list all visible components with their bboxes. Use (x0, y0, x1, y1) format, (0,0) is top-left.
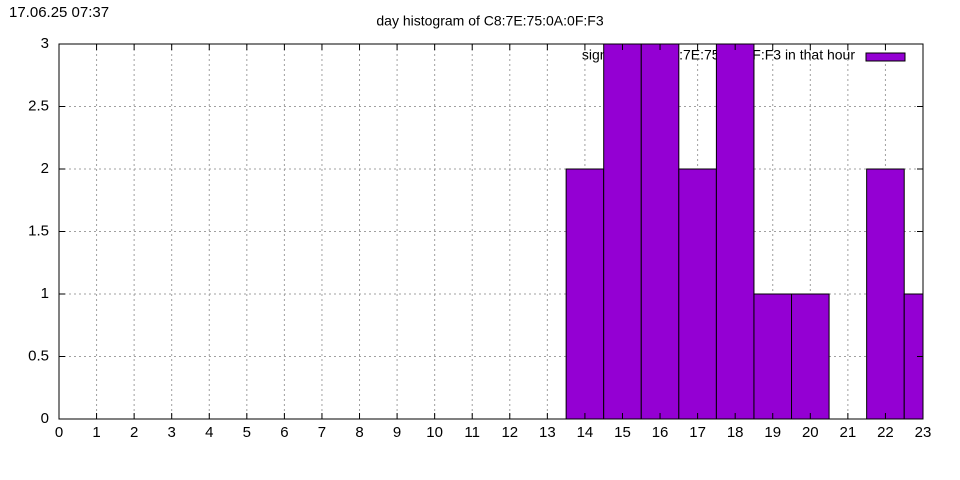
y-tick-label: 2.5 (28, 97, 49, 114)
y-tick-label: 2 (41, 160, 49, 177)
x-tick-label: 2 (130, 424, 138, 441)
x-tick-label: 20 (802, 424, 819, 441)
bar (866, 168, 905, 419)
x-tick-label: 13 (539, 424, 556, 441)
y-tick-label: 1.5 (28, 222, 49, 239)
y-tick-label: 0 (41, 410, 49, 427)
x-tick-label: 16 (652, 424, 669, 441)
x-tick-label: 18 (727, 424, 744, 441)
y-tick-label: 3 (41, 35, 49, 52)
bar (678, 168, 717, 419)
legend-swatch (865, 52, 906, 62)
bar (565, 168, 605, 419)
x-tick-label: 15 (614, 424, 631, 441)
x-tick-label: 9 (393, 424, 401, 441)
x-tick-label: 22 (877, 424, 894, 441)
bar (603, 44, 642, 419)
x-tick-label: 19 (764, 424, 781, 441)
y-tick-label: 1 (41, 285, 49, 302)
bars (565, 44, 923, 419)
x-tick-label: 8 (355, 424, 363, 441)
bar (791, 293, 830, 419)
x-tick-label: 7 (318, 424, 326, 441)
x-tick-label: 4 (205, 424, 213, 441)
x-tick-label: 21 (840, 424, 857, 441)
axes: 00.511.522.530 1 2 3 4 5 6 7 8 9 10 11 12 13 14 15 16 17 1… (28, 35, 931, 441)
y-tick-label: 0.5 (28, 347, 49, 364)
bar (753, 293, 793, 419)
x-tick-label: 11 (464, 424, 480, 441)
plot-border (58, 43, 924, 420)
x-tick-label: 3 (168, 424, 176, 441)
x-tick-label: 6 (280, 424, 288, 441)
x-tick-label: 5 (243, 424, 251, 441)
x-tick-label: 17 (689, 424, 706, 441)
x-tick-label: 12 (501, 424, 518, 441)
chart-title: day histogram of C8:7E:75:0A:0F:F3 (376, 13, 603, 29)
x-tick-label: 1 (92, 424, 100, 441)
timestamp: 17.06.25 07:37 (9, 4, 109, 21)
x-tick-label: 23 (915, 424, 932, 441)
bar (903, 293, 923, 419)
x-tick-label: 10 (426, 424, 443, 441)
x-tick-label: 14 (577, 424, 594, 441)
bar (715, 44, 755, 419)
bar (640, 44, 680, 419)
x-tick-label: 0 (55, 424, 63, 441)
